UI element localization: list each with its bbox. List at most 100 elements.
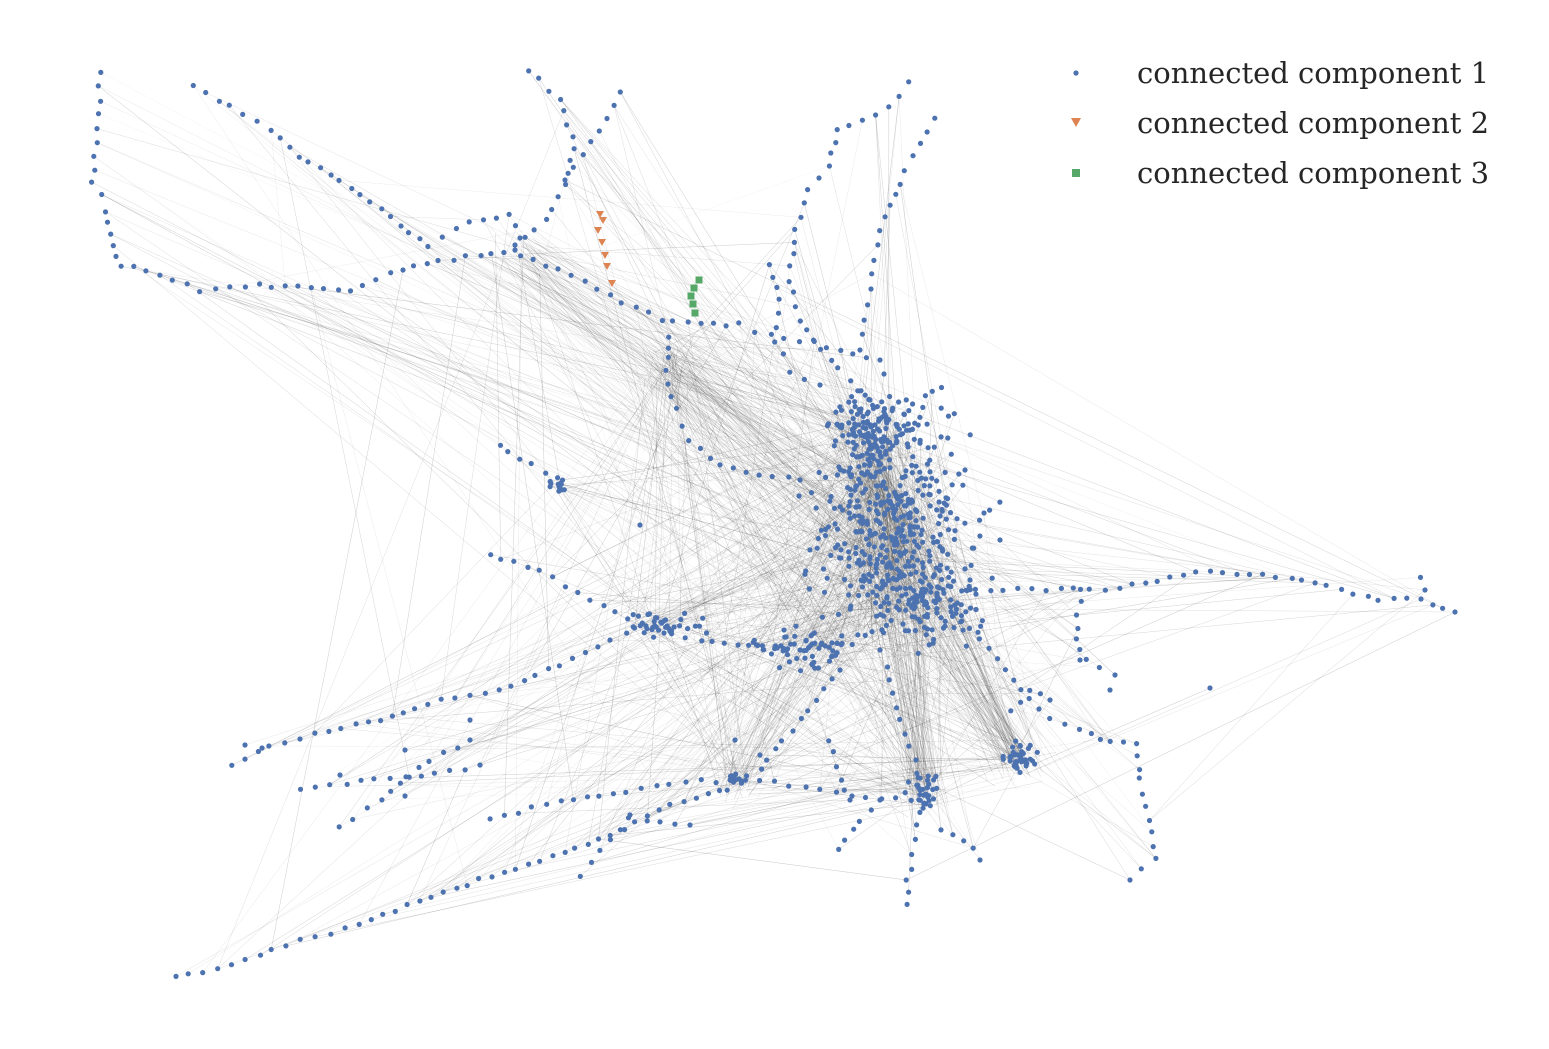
graph-edge: [285, 285, 1024, 754]
component-1-node: [1430, 602, 1436, 608]
component-1-node: [792, 633, 798, 639]
component-1-node: [1025, 745, 1032, 752]
graph-edge: [687, 379, 882, 503]
component-1-node: [898, 571, 905, 577]
graph-edge: [796, 658, 997, 766]
component-1-node: [756, 472, 762, 478]
component-1-node: [869, 271, 875, 277]
graph-edge: [848, 610, 906, 735]
graph-edge: [669, 229, 795, 372]
component-1-node: [717, 462, 723, 468]
component-1-node: [658, 619, 664, 625]
component-1-node: [1107, 687, 1113, 693]
component-1-node: [830, 749, 837, 755]
graph-edge: [490, 251, 1152, 832]
component-1-node: [462, 253, 468, 259]
graph-edge: [1149, 593, 1354, 821]
graph-edge: [428, 455, 863, 762]
graph-edge: [539, 669, 1006, 862]
graph-edge: [769, 264, 898, 427]
component-1-node: [1146, 817, 1153, 824]
graph-edge: [94, 169, 878, 487]
component-1-node: [887, 202, 893, 208]
graph-edge: [390, 517, 863, 792]
component-1-node: [496, 687, 502, 693]
component-1-node: [886, 493, 892, 499]
graph-edge: [641, 312, 779, 377]
component-1-node: [772, 646, 778, 652]
graph-edge: [350, 290, 878, 462]
component-1-node: [852, 403, 858, 410]
graph-edge: [1040, 693, 1080, 730]
component-1-node: [995, 656, 1001, 662]
component-1-node: [867, 499, 873, 505]
graph-edge: [753, 586, 970, 779]
component-1-node: [1129, 581, 1135, 587]
component-1-node: [813, 505, 819, 511]
graph-edge: [943, 589, 1081, 629]
graph-edge: [774, 544, 870, 782]
component-1-node: [936, 488, 942, 494]
graph-edge: [351, 188, 857, 458]
graph-edge: [848, 566, 859, 610]
component-1-node: [312, 730, 318, 736]
component-1-node: [803, 647, 809, 654]
graph-edge: [851, 411, 1111, 742]
graph-edge: [731, 589, 1081, 781]
component-1-node: [867, 556, 873, 562]
graph-edge: [648, 311, 813, 665]
graph-edge: [900, 572, 1018, 769]
component-1-node: [1024, 760, 1030, 767]
component-1-node: [673, 405, 680, 411]
graph-edge: [668, 359, 878, 407]
graph-edge: [927, 607, 992, 772]
component-1-node: [924, 626, 931, 632]
graph-edge: [665, 370, 867, 424]
component-1-node: [1272, 574, 1278, 581]
graph-edge: [564, 179, 1443, 609]
graph-edge: [960, 621, 1019, 758]
graph-edge: [501, 265, 870, 503]
component-1-node: [1086, 586, 1092, 592]
component-1-node: [851, 424, 858, 430]
graph-edge: [215, 288, 857, 508]
component-1-node: [268, 127, 274, 133]
graph-edge: [598, 472, 862, 840]
component-1-node: [903, 877, 909, 883]
component-1-node: [752, 329, 758, 335]
component-1-node: [853, 550, 859, 557]
component-1-node: [866, 571, 872, 577]
graph-edge: [113, 245, 745, 777]
component-1-node: [99, 191, 105, 198]
component-1-node: [359, 282, 365, 289]
graph-edge: [737, 780, 920, 795]
graph-edge: [465, 595, 877, 771]
graph-edge: [811, 492, 918, 528]
component-1-node: [482, 690, 488, 696]
component-1-node: [796, 493, 802, 499]
graph-edge: [649, 377, 857, 533]
component-1-node: [240, 111, 246, 117]
graph-edge: [427, 246, 1005, 750]
graph-edge: [389, 349, 821, 779]
component-1-node: [467, 692, 473, 698]
component-1-node: [905, 628, 912, 634]
graph-edge: [284, 614, 928, 744]
component-1-node: [880, 559, 886, 565]
component-1-node: [1181, 572, 1187, 578]
component-1-node: [898, 498, 904, 504]
graph-edge: [535, 265, 686, 638]
graph-edge: [829, 501, 1029, 776]
component-1-node: [894, 705, 900, 711]
component-1-node: [866, 506, 872, 513]
component-1-node: [909, 614, 915, 620]
graph-edge: [863, 463, 881, 635]
graph-edge: [561, 761, 1041, 802]
graph-edge: [217, 747, 458, 969]
graph-edge: [561, 489, 740, 780]
graph-edge: [774, 401, 855, 649]
component-1-node: [970, 845, 976, 851]
component-1-node: [896, 426, 903, 432]
component-1-node: [328, 931, 334, 937]
graph-edge: [668, 628, 721, 796]
